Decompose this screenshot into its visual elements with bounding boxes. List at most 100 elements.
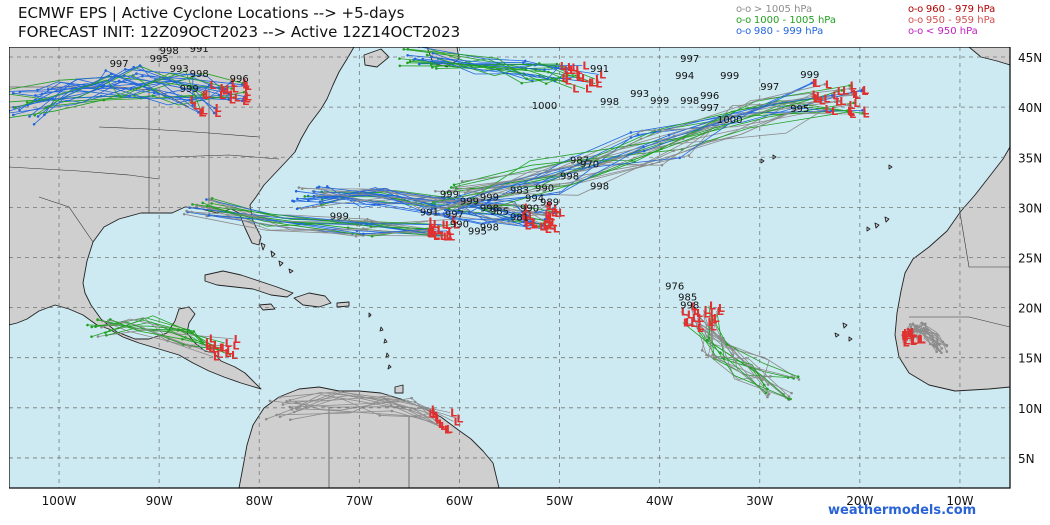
- low-marker: L: [565, 70, 572, 83]
- low-marker: L: [428, 215, 435, 228]
- track-point: [940, 351, 943, 355]
- track-point: [814, 94, 817, 98]
- track-point: [425, 53, 429, 57]
- track-point: [452, 183, 456, 187]
- low-marker: L: [232, 340, 239, 353]
- track-point: [402, 48, 406, 51]
- ensemble-track: [289, 392, 441, 427]
- low-marker: L: [813, 77, 820, 90]
- track-point: [213, 106, 216, 110]
- track-point: [123, 74, 126, 78]
- land-cape-verde: [834, 322, 853, 342]
- track-point: [629, 131, 633, 134]
- low-marker: L: [816, 90, 823, 103]
- track-point: [46, 88, 50, 91]
- track-point: [442, 212, 446, 215]
- pressure-label: 993: [170, 64, 189, 75]
- low-marker: L: [916, 333, 923, 346]
- low-marker: L: [710, 314, 717, 327]
- track-point: [135, 72, 138, 75]
- pressure-label: 1000: [532, 101, 557, 112]
- pressure-label: 976: [665, 282, 684, 293]
- low-marker: L: [548, 211, 555, 224]
- track-point: [430, 207, 434, 211]
- low-marker: L: [842, 84, 849, 97]
- low-marker: L: [440, 230, 447, 243]
- low-marker: L: [190, 94, 197, 107]
- pressure-label: 997: [680, 54, 699, 65]
- track-point: [762, 383, 766, 387]
- pressure-label: 985: [490, 206, 509, 217]
- pressure-label: 998: [190, 69, 209, 80]
- pressure-label: 999: [720, 71, 739, 82]
- track-point: [199, 109, 203, 112]
- low-marker: L: [569, 64, 576, 77]
- low-marker: L: [215, 102, 222, 115]
- track-point: [96, 318, 99, 321]
- low-marker: L: [199, 106, 206, 119]
- track-point: [370, 222, 374, 225]
- land-south-america: [238, 386, 500, 488]
- track-point: [109, 318, 112, 321]
- low-marker: L: [590, 76, 597, 89]
- credit-text[interactable]: weathermodels.com: [828, 503, 977, 518]
- low-marker: L: [436, 223, 443, 236]
- track-point: [833, 100, 837, 104]
- track-point: [315, 194, 318, 198]
- track-point: [201, 201, 204, 205]
- low-marker: L: [205, 337, 212, 350]
- track-point: [543, 217, 547, 221]
- track-point: [33, 113, 36, 117]
- ensemble-track: [716, 310, 765, 386]
- low-marker: L: [438, 418, 445, 431]
- low-marker: L: [225, 337, 232, 350]
- track-point: [428, 212, 432, 216]
- low-marker: L: [433, 229, 440, 242]
- track-point: [152, 91, 156, 95]
- low-marker: L: [685, 316, 692, 329]
- track-point: [920, 321, 923, 325]
- low-marker: L: [577, 69, 584, 82]
- track-point: [240, 99, 244, 103]
- map-frame: [9, 47, 1011, 489]
- track-point: [935, 350, 938, 354]
- track-point: [370, 234, 374, 238]
- track-point: [460, 180, 464, 183]
- low-marker: L: [847, 105, 854, 118]
- track-point: [796, 375, 800, 379]
- pressure-label: 997: [700, 103, 719, 114]
- low-marker: L: [245, 80, 252, 93]
- low-marker: L: [910, 334, 917, 347]
- track-point: [191, 203, 194, 206]
- pressure-label: 998: [560, 171, 579, 182]
- low-marker: L: [202, 89, 209, 102]
- track-point: [636, 133, 640, 136]
- low-marker: L: [221, 342, 228, 355]
- low-marker: L: [560, 60, 567, 73]
- track-point: [294, 401, 298, 404]
- low-marker: L: [219, 89, 226, 102]
- track-point: [720, 344, 724, 347]
- lon-tick-label: 50W: [546, 494, 573, 508]
- low-marker: L: [848, 106, 855, 119]
- pressure-labels: 9979959989919939989969999919919979949999…: [110, 47, 820, 312]
- low-marker: L: [446, 423, 453, 436]
- low-marker: L: [813, 92, 820, 105]
- track-point: [945, 350, 949, 353]
- low-marker: L: [812, 77, 819, 90]
- pressure-label: 999: [440, 189, 459, 200]
- track-point: [167, 330, 170, 333]
- low-marker: L: [862, 84, 869, 97]
- low-marker: L: [812, 88, 819, 101]
- low-marker: L: [825, 78, 832, 91]
- track-point: [289, 418, 292, 421]
- track-point: [687, 154, 691, 157]
- track-point: [12, 113, 15, 117]
- low-marker: L: [547, 217, 554, 230]
- track-point: [141, 74, 144, 78]
- ensemble-track: [279, 397, 435, 418]
- track-point: [641, 129, 644, 133]
- track-point: [642, 149, 646, 153]
